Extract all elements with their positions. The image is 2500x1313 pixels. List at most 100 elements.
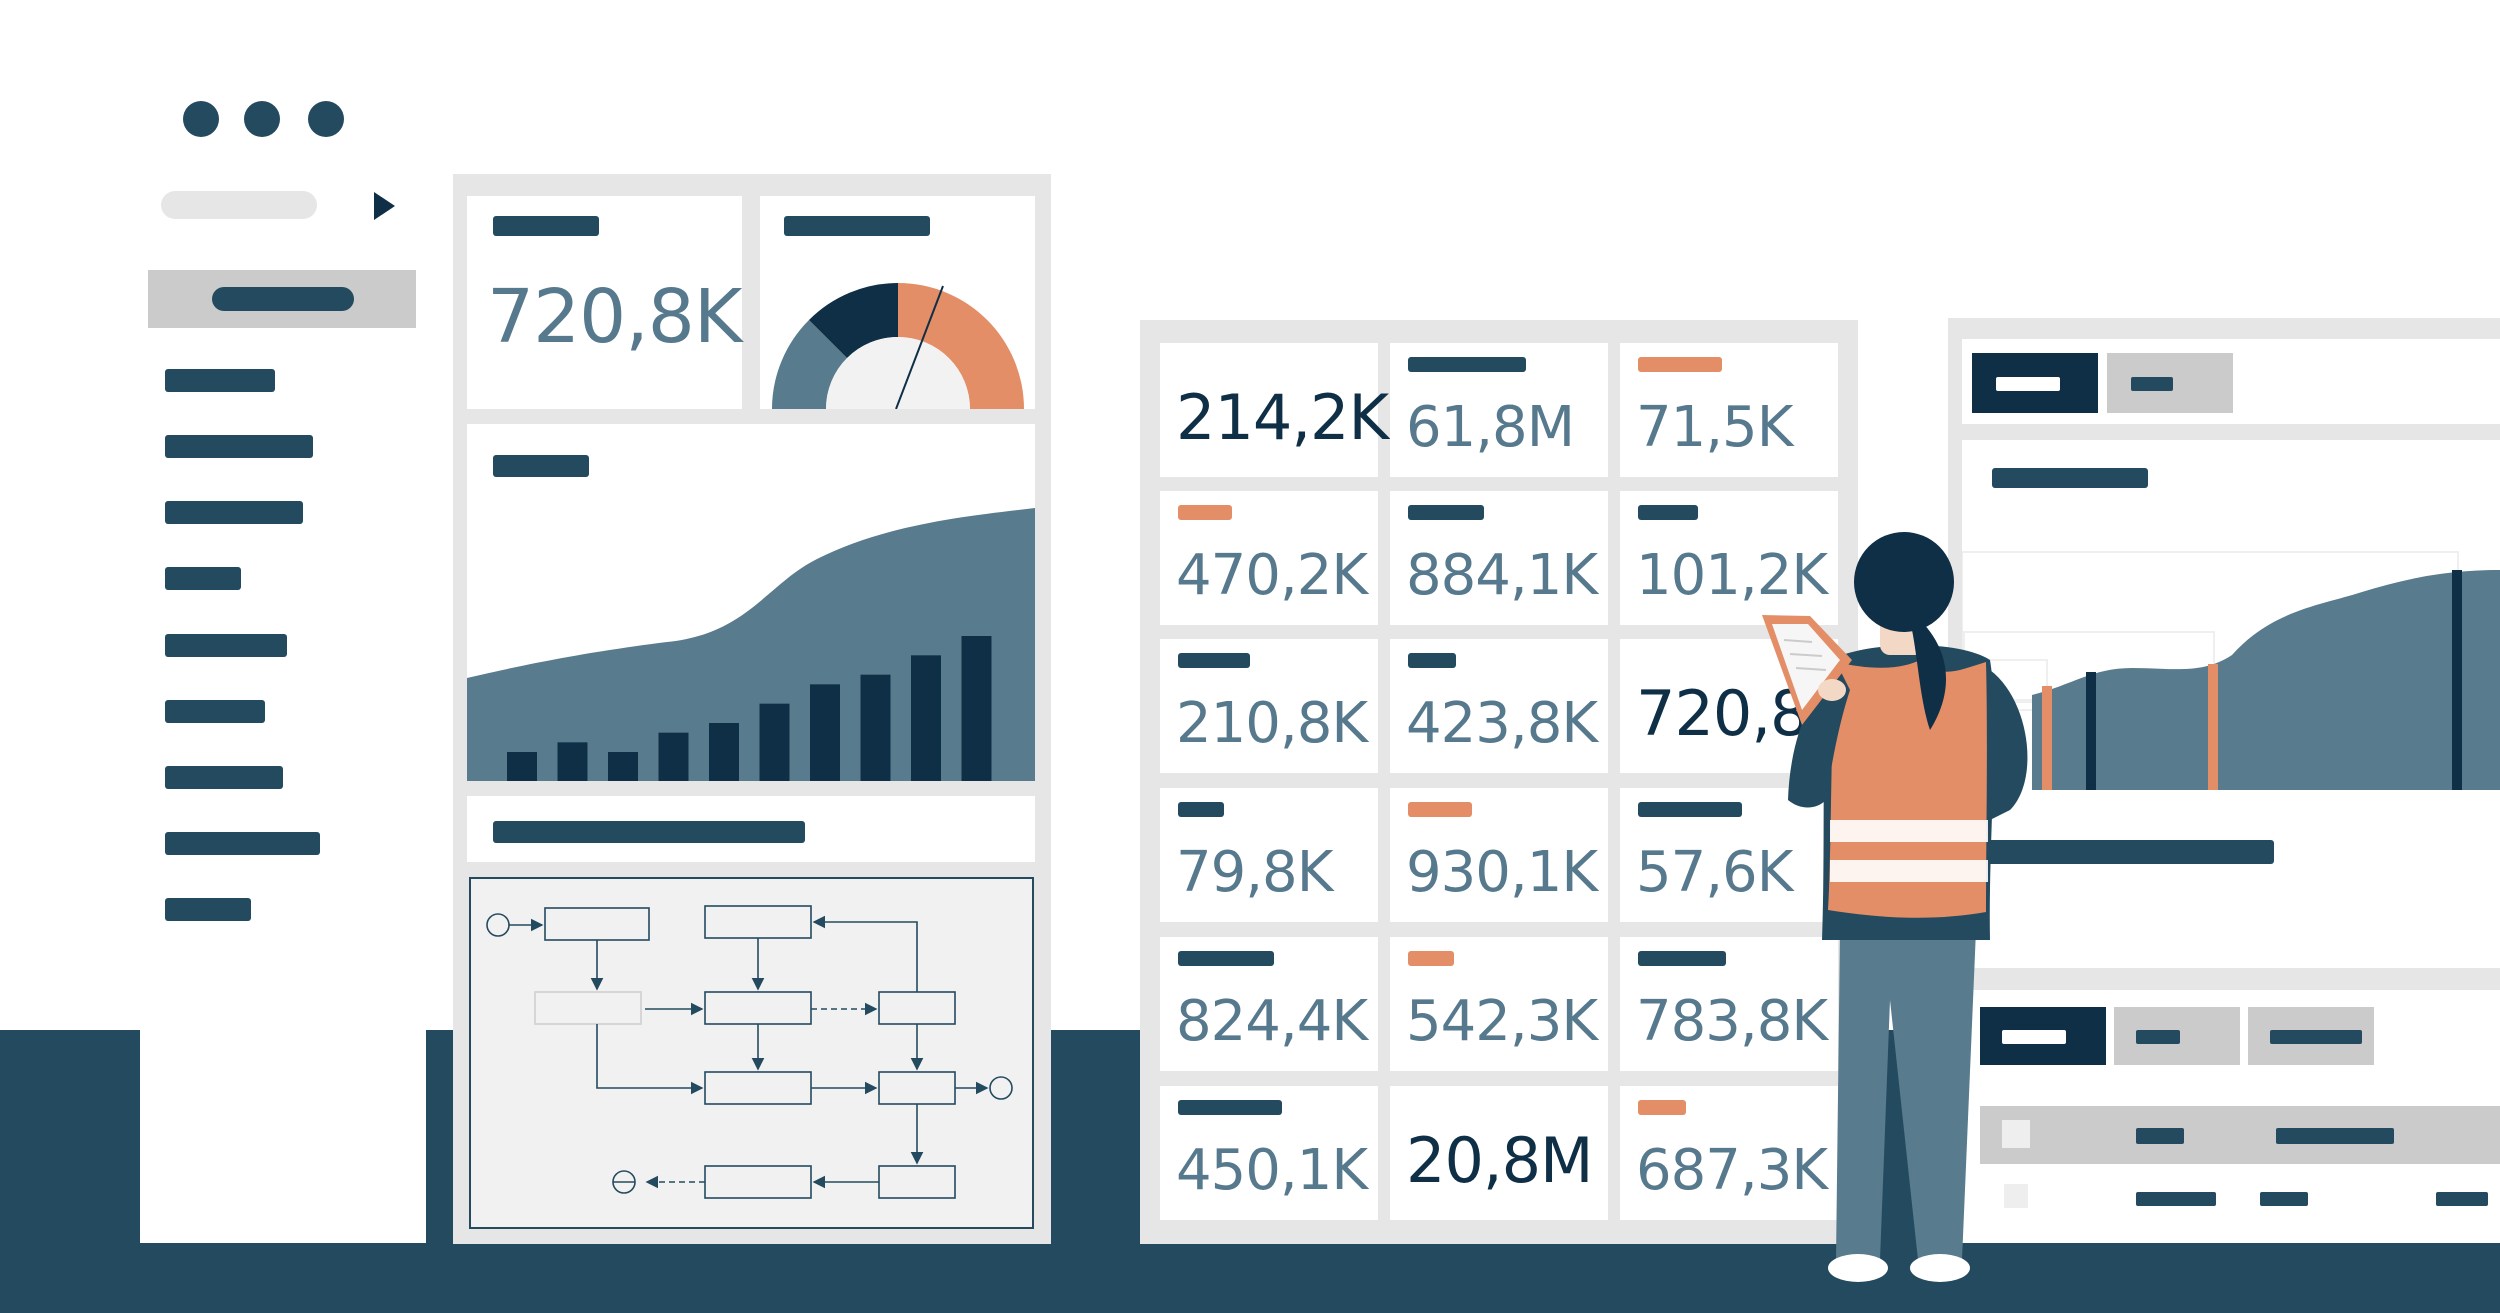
kpi-tile[interactable]: 783,8K: [1620, 937, 1838, 1071]
kpi-tile[interactable]: 57,6K: [1620, 788, 1838, 922]
kpi-tile[interactable]: 450,1K: [1160, 1086, 1378, 1220]
kpi-tile[interactable]: 930,1K: [1390, 788, 1608, 922]
sidebar-item[interactable]: [165, 634, 287, 657]
tablet-screen: [1772, 624, 1840, 710]
sidebar-item[interactable]: [165, 501, 303, 524]
flow-box: [878, 1165, 956, 1199]
sidebar-item[interactable]: [165, 369, 275, 392]
sidebar-item[interactable]: [165, 700, 265, 723]
worker-head: [1854, 532, 1954, 632]
worker-shoe: [1828, 1254, 1888, 1282]
kpi-tile-label-bar: [1178, 951, 1274, 966]
table-row[interactable]: [1980, 1170, 2500, 1228]
flow-start-node: [486, 913, 510, 937]
kpi-tile-value: 470,2K: [1176, 543, 1368, 608]
kpi-tile[interactable]: 884,1K: [1390, 491, 1608, 625]
triangle-right-icon[interactable]: [374, 192, 395, 220]
chart-bar: [557, 742, 588, 781]
flow-box: [704, 1071, 812, 1105]
table-tab-inactive[interactable]: [2248, 1007, 2374, 1065]
kpi-tile-value: 20,8M: [1406, 1124, 1594, 1197]
marker-bar-orange: [2042, 686, 2052, 790]
chart-bar: [860, 674, 891, 781]
right-area-series: [2032, 570, 2500, 790]
chart-bar: [810, 684, 840, 781]
sidebar-item[interactable]: [165, 567, 241, 590]
table-header-cell-bar: [2136, 1128, 2184, 1144]
kpi-tile[interactable]: 214,2K: [1160, 343, 1389, 477]
kpi-tile-value: 210,8K: [1176, 691, 1368, 756]
kpi-tile-value: 61,8M: [1406, 395, 1575, 460]
flow-box: [544, 907, 650, 941]
kpi-tile-value: 214,2K: [1176, 381, 1389, 454]
kpi-tile[interactable]: 101,2K: [1620, 491, 1838, 625]
right-area-chart-card[interactable]: [1962, 440, 2500, 968]
kpi-tile[interactable]: 210,8K: [1160, 639, 1378, 773]
table-row-checkbox[interactable]: [2004, 1184, 2028, 1208]
table-tab-inactive[interactable]: [2114, 1007, 2240, 1065]
worker-hand: [1818, 679, 1846, 701]
kpi-tile-label-bar: [1408, 505, 1484, 520]
tab-active[interactable]: [1972, 353, 2098, 413]
right-table-card: [1962, 990, 2500, 1243]
gauge-segment-orange: [898, 283, 1024, 409]
kpi-tile-value: 71,5K: [1636, 395, 1793, 460]
kpi-card[interactable]: 720,8K: [467, 196, 742, 409]
section-header-bar: [493, 821, 805, 843]
section-header-card[interactable]: [467, 796, 1035, 862]
area-chart-title-bar: [493, 455, 589, 477]
kpi-tile-label-bar: [1178, 802, 1224, 817]
vest-stripe: [1830, 860, 1988, 882]
kpi-tile-label-bar: [1178, 653, 1250, 668]
kpi-tile[interactable]: 423,8K: [1390, 639, 1608, 773]
flowchart-diagram-icon: [486, 905, 1013, 1199]
gauge-card[interactable]: [760, 196, 1035, 409]
gauge-center: [826, 337, 970, 409]
kpi-tile[interactable]: 687,3K: [1620, 1086, 1838, 1220]
sidebar-item[interactable]: [165, 766, 283, 789]
worker-legs: [1836, 930, 1976, 1260]
worker-illustration: [1762, 532, 2028, 1282]
kpi-tile-value: 884,1K: [1406, 543, 1598, 608]
kpi-tile[interactable]: 470,2K: [1160, 491, 1378, 625]
chart-bar: [911, 655, 941, 781]
kpi-tile[interactable]: 61,8M: [1390, 343, 1608, 477]
kpi-tile-value: 542,3K: [1406, 989, 1598, 1054]
tab-inactive-label-bar: [2131, 377, 2173, 391]
kpi-tile[interactable]: 824,4K: [1160, 937, 1378, 1071]
three-dot-menu-icon[interactable]: [183, 101, 353, 137]
flow-box: [704, 905, 812, 939]
gauge-chart-icon: [772, 283, 1024, 409]
right-chart-title-bar: [1992, 468, 2148, 488]
kpi-tile[interactable]: 71,5K: [1620, 343, 1838, 477]
flowchart-card[interactable]: [469, 877, 1034, 1229]
area-bar-chart-card[interactable]: [467, 424, 1035, 781]
kpi-tile[interactable]: 542,3K: [1390, 937, 1608, 1071]
worker-arm-left: [1788, 670, 1850, 808]
sidebar-item[interactable]: [165, 898, 251, 921]
sidebar-active-item[interactable]: [148, 270, 416, 328]
sidebar-search-pill[interactable]: [161, 191, 317, 219]
table-cell-bar: [2136, 1192, 2216, 1206]
table-tab-label-bar: [2136, 1030, 2180, 1044]
flow-box-faded: [534, 991, 642, 1025]
table-cell-bar: [2436, 1192, 2488, 1206]
worker-ponytail: [1912, 620, 1947, 730]
gauge-segment-slate: [772, 320, 847, 409]
kpi-tile-label-bar: [1408, 653, 1456, 668]
kpi-tile-label-bar: [1408, 357, 1526, 372]
kpi-tile[interactable]: 79,8K: [1160, 788, 1378, 922]
flow-end-node: [989, 1076, 1013, 1100]
marker-bar-navy: [2086, 672, 2096, 790]
tab-inactive[interactable]: [2107, 353, 2233, 413]
table-tab-active[interactable]: [1980, 1007, 2106, 1065]
table-header-checkbox[interactable]: [2002, 1120, 2030, 1148]
kpi-tile-label-bar: [1178, 1100, 1282, 1115]
gauge-needle: [895, 285, 944, 409]
kpi-tile-value: 423,8K: [1406, 691, 1598, 756]
kpi-tile[interactable]: 20,8M: [1390, 1086, 1608, 1220]
kpi-tile-label-bar: [1408, 951, 1454, 966]
sidebar-item[interactable]: [165, 435, 313, 458]
sidebar-item[interactable]: [165, 832, 320, 855]
kpi-tile-value: 79,8K: [1176, 840, 1333, 905]
